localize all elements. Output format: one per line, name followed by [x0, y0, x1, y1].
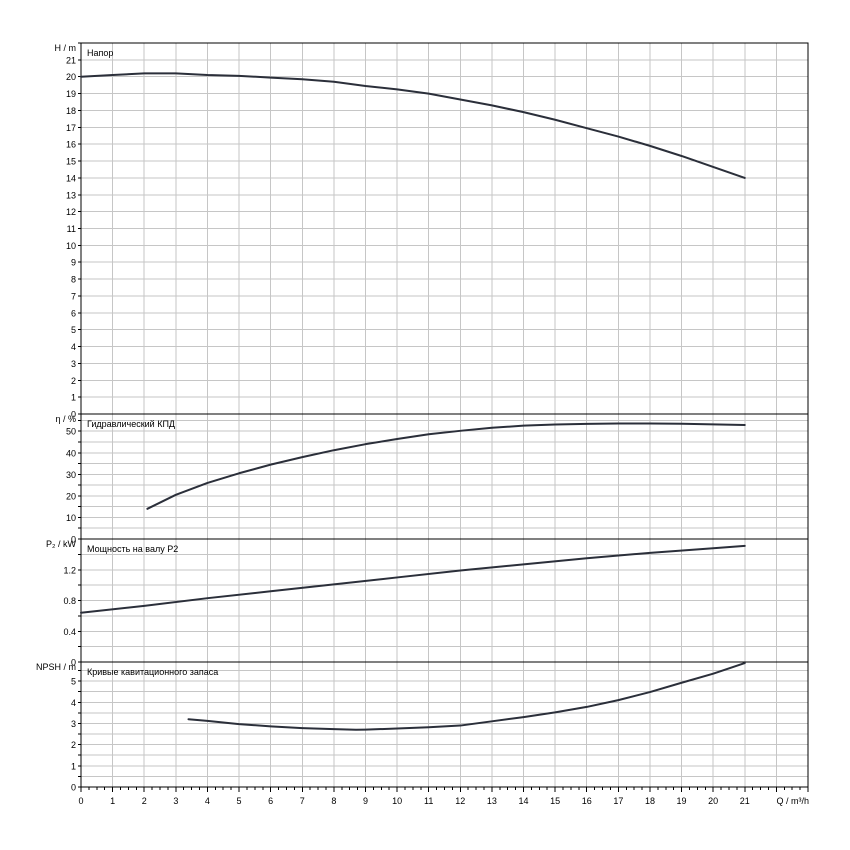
- y-tick-label: 5: [71, 325, 76, 335]
- x-tick-label: 17: [613, 796, 623, 806]
- y-tick-label: 20: [66, 72, 76, 82]
- y-tick-label: 5: [71, 677, 76, 687]
- panel-power: 0 0.4 0.8 1.2 P₂ / kW Мощность на валу P2: [46, 538, 809, 668]
- y-tick-label: 1.2: [63, 565, 76, 575]
- y-tick-label: 16: [66, 140, 76, 150]
- x-axis: 0 1 2 3 4 5 6 7 8 9 10 11 12 13 14 15 16 17 18 19 20 21 Q / m³…: [78, 787, 809, 806]
- grid-npsh: [80, 662, 809, 788]
- x-tick-label: 0: [78, 796, 83, 806]
- x-tick-label: 6: [268, 796, 273, 806]
- y-tick-label: 1: [71, 761, 76, 771]
- x-tick-label: 20: [708, 796, 718, 806]
- x-tick-label: 2: [142, 796, 147, 806]
- x-tick-label: 4: [205, 796, 210, 806]
- y-tick-label: 3: [71, 719, 76, 729]
- x-tick-label: 15: [550, 796, 560, 806]
- x-tick-label: 16: [582, 796, 592, 806]
- panel-title-power: Мощность на валу P2: [87, 544, 178, 554]
- y-tick-label: 14: [66, 173, 76, 183]
- y-tick-label: 10: [66, 241, 76, 251]
- x-tick-label: 21: [740, 796, 750, 806]
- y-tick-label: 0: [71, 783, 76, 793]
- x-tick-label: 7: [300, 796, 305, 806]
- y-tick-label: 15: [66, 157, 76, 167]
- y-tick-label: 21: [66, 55, 76, 65]
- x-tick-label: 12: [455, 796, 465, 806]
- y-axis-label-efficiency: η / %: [55, 414, 76, 424]
- y-tick-label: 3: [71, 359, 76, 369]
- y-tick-label: 2: [71, 376, 76, 386]
- y-tick-label: 19: [66, 89, 76, 99]
- y-tick-label: 18: [66, 106, 76, 116]
- y-ticks-efficiency: 0 10 20 30 40 50: [66, 419, 81, 545]
- x-tick-label: 14: [519, 796, 529, 806]
- y-tick-label: 0.8: [63, 596, 76, 606]
- x-tick-label: 18: [645, 796, 655, 806]
- y-tick-label: 6: [71, 308, 76, 318]
- y-tick-label: 9: [71, 258, 76, 268]
- x-tick-label: 5: [237, 796, 242, 806]
- x-tick-label: 19: [677, 796, 687, 806]
- y-tick-label: 0.4: [63, 627, 76, 637]
- x-tick-label: 3: [173, 796, 178, 806]
- panel-efficiency: 0 10 20 30 40 50 η / % Гидравлический КПД: [55, 413, 809, 545]
- y-tick-label: 7: [71, 291, 76, 301]
- y-tick-label: 0: [71, 658, 76, 668]
- y-axis-label-power: P₂ / kW: [46, 539, 76, 549]
- x-axis-label: Q / m³/h: [776, 796, 809, 806]
- y-tick-label: 2: [71, 740, 76, 750]
- x-tick-label: 1: [110, 796, 115, 806]
- curve-head: [80, 72, 746, 179]
- x-tick-label: 9: [363, 796, 368, 806]
- y-tick-label: 20: [66, 491, 76, 501]
- curve-efficiency: [146, 422, 746, 510]
- y-tick-label: 40: [66, 448, 76, 458]
- y-tick-label: 4: [71, 698, 76, 708]
- panel-title-npsh: Кривые кавитационного запаса: [87, 667, 218, 677]
- y-tick-label: 13: [66, 190, 76, 200]
- curve-npsh: [187, 662, 746, 731]
- y-tick-label: 0: [71, 535, 76, 545]
- y-ticks-npsh: 0 1 2 3 4 5: [71, 669, 81, 793]
- x-tick-label: 10: [392, 796, 402, 806]
- y-ticks-power: 0 0.4 0.8 1.2: [63, 538, 81, 668]
- y-tick-label: 30: [66, 470, 76, 480]
- y-tick-label: 1: [71, 393, 76, 403]
- panel-title-efficiency: Гидравлический КПД: [87, 419, 175, 429]
- x-tick-label: 8: [331, 796, 336, 806]
- grid-head: [80, 42, 809, 415]
- y-tick-label: 11: [67, 224, 76, 234]
- y-tick-label: 12: [66, 207, 76, 217]
- y-tick-label: 4: [71, 342, 76, 352]
- curve-power: [80, 544, 746, 614]
- panel-npsh: 0 1 2 3 4 5 NPSH / m Кривые кавитационного запа…: [36, 661, 809, 793]
- y-tick-label: 50: [66, 427, 76, 437]
- y-axis-label-npsh: NPSH / m: [36, 662, 76, 672]
- y-tick-label: 8: [71, 275, 76, 285]
- x-tick-label: 11: [424, 796, 433, 806]
- y-tick-label: 17: [66, 123, 76, 133]
- y-axis-label-head: H / m: [55, 43, 77, 53]
- panel-title-head: Напор: [87, 48, 113, 58]
- y-tick-label: 0: [71, 410, 76, 420]
- x-tick-label: 13: [487, 796, 497, 806]
- y-tick-label: 10: [66, 513, 76, 523]
